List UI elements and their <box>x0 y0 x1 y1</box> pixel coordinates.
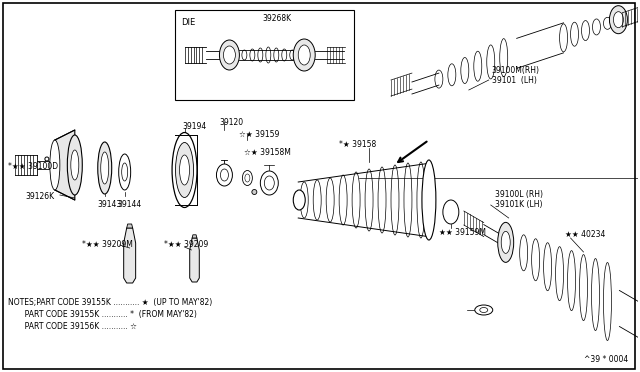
Ellipse shape <box>50 140 60 190</box>
Text: 39194: 39194 <box>182 122 207 131</box>
Text: 39101K (LH): 39101K (LH) <box>495 200 542 209</box>
Text: 39268K: 39268K <box>262 14 291 23</box>
Ellipse shape <box>260 171 278 195</box>
Ellipse shape <box>216 164 232 186</box>
Ellipse shape <box>172 132 197 208</box>
Ellipse shape <box>501 231 510 253</box>
Ellipse shape <box>498 222 514 262</box>
Ellipse shape <box>443 200 459 224</box>
Bar <box>175 10 354 100</box>
Text: 39143: 39143 <box>98 200 122 209</box>
Text: ☆★ 39158M: ☆★ 39158M <box>244 148 291 157</box>
Ellipse shape <box>220 169 228 181</box>
Ellipse shape <box>98 142 112 194</box>
Text: *★★ 39209M: *★★ 39209M <box>82 240 132 249</box>
Ellipse shape <box>252 189 257 195</box>
Text: 39100M(RH): 39100M(RH) <box>492 66 540 75</box>
Ellipse shape <box>243 170 252 186</box>
Ellipse shape <box>122 163 127 181</box>
Ellipse shape <box>613 12 623 28</box>
Text: PART CODE 39156K ........... ☆: PART CODE 39156K ........... ☆ <box>8 322 137 331</box>
Ellipse shape <box>71 150 79 180</box>
Ellipse shape <box>293 39 315 71</box>
Ellipse shape <box>480 308 488 312</box>
Text: ^39 * 0004: ^39 * 0004 <box>584 355 628 364</box>
Ellipse shape <box>118 154 131 190</box>
Text: DIE: DIE <box>182 18 196 27</box>
Ellipse shape <box>475 305 493 315</box>
Text: *★★ 39209: *★★ 39209 <box>164 240 208 249</box>
Text: 39101  (LH): 39101 (LH) <box>492 76 536 85</box>
Ellipse shape <box>422 160 436 240</box>
Ellipse shape <box>609 6 627 34</box>
Text: ★★ 40234: ★★ 40234 <box>564 230 605 239</box>
Text: ☆★ 39159: ☆★ 39159 <box>239 130 280 139</box>
Text: 39144: 39144 <box>118 200 142 209</box>
Text: 39126K: 39126K <box>25 192 54 201</box>
Polygon shape <box>127 224 132 228</box>
Text: NOTES;PART CODE 39155K ........... ★  (UP TO MAY'82): NOTES;PART CODE 39155K ........... ★ (UP… <box>8 298 212 307</box>
Text: *★★ 39100D: *★★ 39100D <box>8 162 58 171</box>
Ellipse shape <box>220 40 239 70</box>
Text: *★ 39158: *★ 39158 <box>339 140 376 149</box>
Ellipse shape <box>223 46 236 64</box>
Ellipse shape <box>293 190 305 210</box>
Ellipse shape <box>264 176 275 190</box>
Ellipse shape <box>180 155 189 185</box>
Text: 39100L (RH): 39100L (RH) <box>495 190 543 199</box>
Text: 39120: 39120 <box>220 118 244 127</box>
Ellipse shape <box>175 142 193 198</box>
Ellipse shape <box>245 174 250 182</box>
Polygon shape <box>192 235 197 238</box>
Polygon shape <box>124 228 136 283</box>
Ellipse shape <box>298 45 310 65</box>
Polygon shape <box>189 238 199 282</box>
Ellipse shape <box>67 135 83 195</box>
Ellipse shape <box>100 152 109 184</box>
Polygon shape <box>55 130 75 200</box>
Text: PART CODE 39155K ........... *  (FROM MAY'82): PART CODE 39155K ........... * (FROM MAY… <box>8 310 197 319</box>
Text: ★★ 39159M: ★★ 39159M <box>439 228 486 237</box>
